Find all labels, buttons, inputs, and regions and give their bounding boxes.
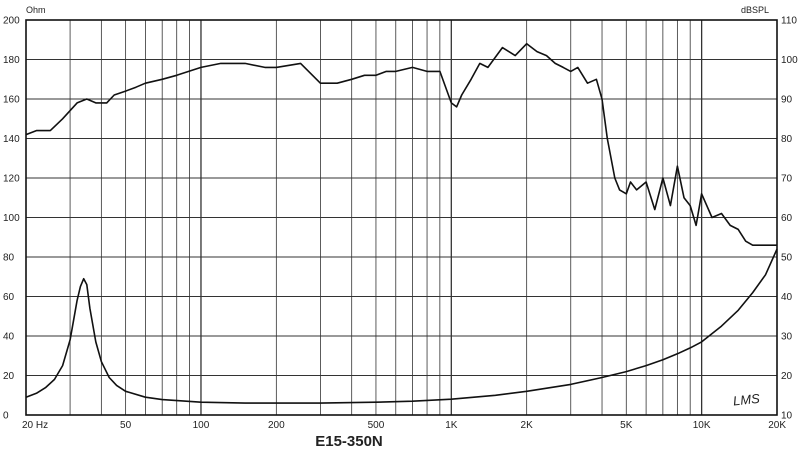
- x-tick-label: 2K: [521, 420, 534, 431]
- left-tick-label: 0: [3, 411, 9, 422]
- right-tick-label: 20: [781, 371, 793, 382]
- right-tick-label: 80: [781, 134, 793, 145]
- left-tick-label: 140: [3, 134, 20, 145]
- right-tick-label: 110: [781, 16, 797, 27]
- left-tick-label: 20: [3, 371, 15, 382]
- right-axis-unit: dBSPL: [741, 5, 769, 15]
- right-tick-label: 10: [781, 411, 793, 422]
- right-tick-label: 90: [781, 95, 793, 106]
- right-tick-label: 60: [781, 213, 793, 224]
- x-tick-label: 5K: [620, 420, 633, 431]
- plot-border: [25, 19, 778, 416]
- chart-labels: 0 20 40 60 80 100 120 140 160 180 200 10 20 30 40 50 60 7…: [3, 16, 798, 432]
- spl-response-line: [25, 42, 777, 246]
- x-tick-label: 200: [268, 420, 285, 431]
- left-tick-label: 160: [3, 95, 20, 106]
- left-tick-label: 60: [3, 292, 15, 303]
- left-tick-label: 180: [3, 55, 20, 66]
- x-tick-label: 1K: [445, 420, 458, 431]
- left-tick-label: 120: [3, 174, 20, 185]
- x-tick-label: 500: [368, 420, 385, 431]
- chart-title: E15-350N: [315, 433, 383, 450]
- left-tick-label: 100: [3, 213, 20, 224]
- x-tick-label: 100: [193, 420, 210, 431]
- right-tick-label: 50: [781, 253, 793, 264]
- left-tick-label: 200: [3, 16, 20, 27]
- right-tick-label: 40: [781, 292, 793, 303]
- left-axis-unit: Ohm: [26, 5, 46, 15]
- right-tick-label: 100: [781, 55, 798, 66]
- right-tick-label: 70: [781, 174, 793, 185]
- x-tick-label: 20 Hz: [22, 420, 48, 431]
- lms-watermark: LMS: [732, 391, 760, 409]
- chart-frame: [25, 19, 778, 416]
- left-tick-label: 80: [3, 253, 15, 264]
- chart-grid: [25, 19, 778, 416]
- x-tick-label: 50: [120, 420, 132, 431]
- x-tick-label: 20K: [768, 420, 786, 431]
- left-tick-label: 40: [3, 332, 15, 343]
- x-tick-label: 10K: [693, 420, 711, 431]
- chart-series: [25, 42, 778, 404]
- right-tick-label: 30: [781, 332, 793, 343]
- impedance-line: [25, 248, 778, 404]
